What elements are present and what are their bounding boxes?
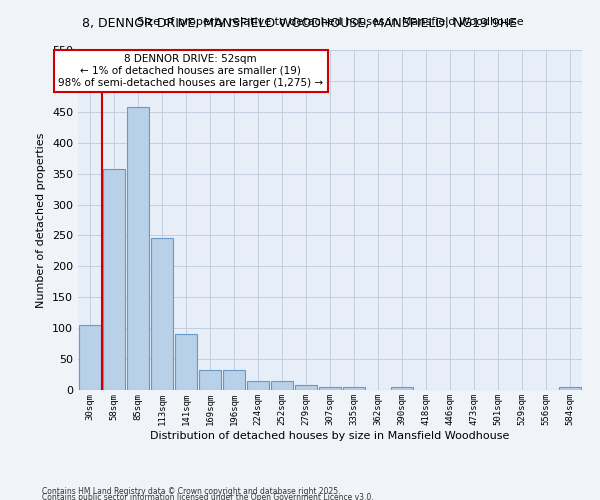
Text: 8 DENNOR DRIVE: 52sqm
← 1% of detached houses are smaller (19)
98% of semi-detac: 8 DENNOR DRIVE: 52sqm ← 1% of detached h… <box>58 54 323 88</box>
Text: Contains HM Land Registry data © Crown copyright and database right 2025.: Contains HM Land Registry data © Crown c… <box>42 487 341 496</box>
Text: 8, DENNOR DRIVE, MANSFIELD WOODHOUSE, MANSFIELD, NG19 9HE: 8, DENNOR DRIVE, MANSFIELD WOODHOUSE, MA… <box>83 18 517 30</box>
Bar <box>175 334 197 390</box>
Text: Contains public sector information licensed under the Open Government Licence v3: Contains public sector information licen… <box>42 494 374 500</box>
Bar <box>151 238 173 390</box>
Bar <box>319 387 341 390</box>
Bar <box>559 387 581 390</box>
Bar <box>391 387 413 390</box>
X-axis label: Distribution of detached houses by size in Mansfield Woodhouse: Distribution of detached houses by size … <box>151 430 509 440</box>
Y-axis label: Number of detached properties: Number of detached properties <box>37 132 46 308</box>
Bar <box>295 385 317 390</box>
Bar <box>103 170 125 390</box>
Bar <box>247 382 269 390</box>
Title: Size of property relative to detached houses in Mansfield Woodhouse: Size of property relative to detached ho… <box>137 17 523 27</box>
Bar <box>271 382 293 390</box>
Bar <box>79 325 101 390</box>
Bar <box>343 387 365 390</box>
Bar <box>127 108 149 390</box>
Bar <box>223 370 245 390</box>
Bar <box>199 370 221 390</box>
